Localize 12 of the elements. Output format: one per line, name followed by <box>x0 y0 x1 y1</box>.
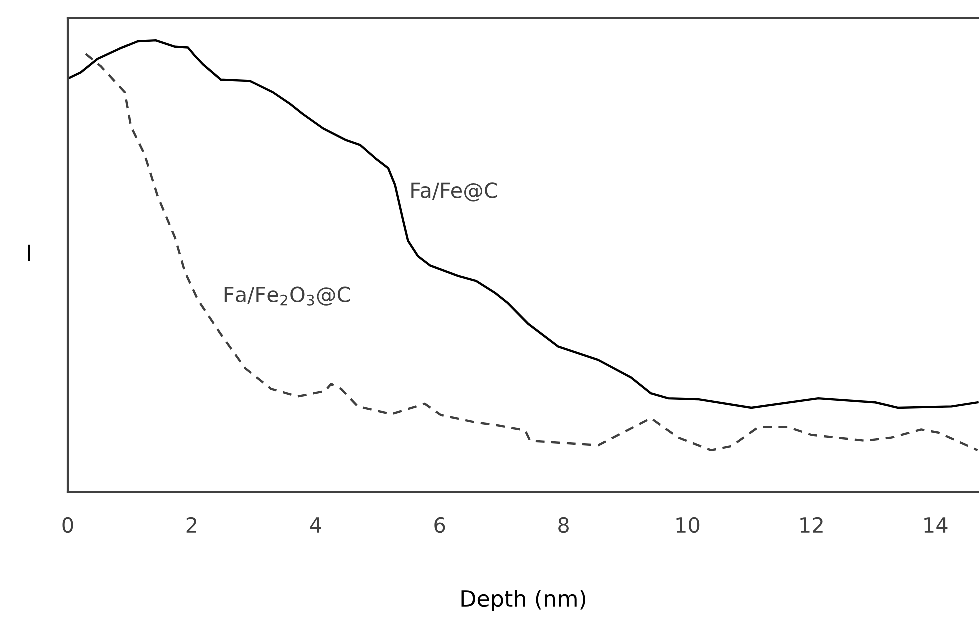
x-axis-title: Depth (nm) <box>462 590 586 612</box>
x-tick-label: 0 <box>62 517 74 534</box>
x-tick-label: 10 <box>676 517 700 534</box>
x-tick-label: 14 <box>924 518 948 533</box>
x-tick-label: 2 <box>186 517 196 533</box>
x-tick-label: 6 <box>434 517 446 534</box>
series-label: Fa/Fe$_{2}$O$_{3}$@C <box>224 286 350 306</box>
x-tick-label: 12 <box>800 517 823 533</box>
x-tick-label: 4 <box>310 518 322 533</box>
series-label: Fa/Fe@C <box>412 182 498 202</box>
x-tick-label: 8 <box>558 517 569 534</box>
y-axis-title: I <box>28 244 30 262</box>
